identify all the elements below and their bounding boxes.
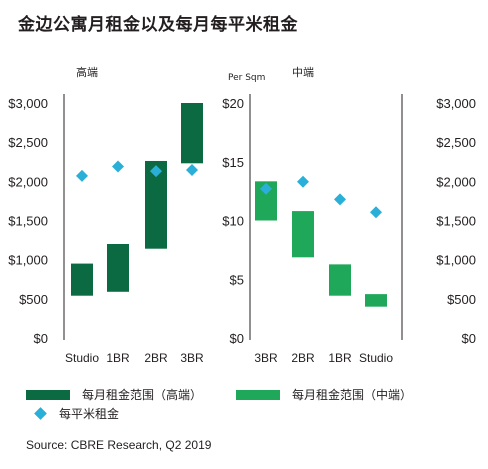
left-ytick-label: $1,000 [8, 253, 48, 268]
mid-range-bar [255, 181, 277, 221]
right-left-ytick-label: $5 [230, 272, 244, 287]
per-sqm-marker [297, 175, 309, 188]
per-sqm-marker [150, 165, 162, 178]
left-ytick-label: $1,500 [8, 214, 48, 229]
per-sqm-marker [260, 182, 272, 195]
right-left-ytick-label: $10 [222, 214, 244, 229]
high-range-bar [145, 160, 167, 249]
left-ytick-label: $2,500 [8, 135, 48, 150]
left-ytick-label: $500 [19, 292, 48, 307]
legend-swatch-high [26, 389, 70, 400]
per-sqm-marker [76, 169, 88, 182]
left-ytick-label: $2,000 [8, 174, 48, 189]
legend-label-per-sqm: 每平米租金 [59, 407, 120, 421]
per-sqm-marker [334, 193, 346, 206]
right-axis-caption: Per Sqm [228, 73, 265, 83]
right-xtick-label: 3BR [254, 351, 278, 365]
high-range-bar [107, 244, 129, 292]
left-xtick-label: 3BR [180, 351, 204, 365]
right-right-ytick-label: $3,000 [436, 96, 476, 111]
left-xtick-label: 2BR [144, 351, 168, 365]
high-range-bar [71, 263, 93, 296]
left-xtick-label: Studio [65, 351, 99, 365]
legend-label-mid: 每月租金范围（中端） [292, 388, 413, 402]
left-panel-label: 高端 [76, 65, 98, 79]
high-range-bar [181, 103, 203, 164]
right-left-ytick-label: $0 [230, 331, 244, 346]
legend-swatch-mid [236, 389, 280, 400]
right-right-ytick-label: $2,000 [436, 174, 476, 189]
legend-item-mid: 每月租金范围（中端） [236, 386, 412, 403]
left-panel: 高端 $0$500$1,000$1,500$2,000$2,500$3,000 … [8, 65, 204, 365]
source-note: Source: CBRE Research, Q2 2019 [26, 438, 212, 452]
chart-title: 金边公寓月租金以及每月每平米租金 [18, 15, 298, 35]
right-left-ytick-label: $20 [222, 96, 244, 111]
right-right-ytick-label: $500 [447, 292, 476, 307]
left-ytick-label: $3,000 [8, 96, 48, 111]
legend-label-high: 每月租金范围（高端） [82, 388, 203, 402]
left-ytick-label: $0 [34, 331, 48, 346]
right-left-ytick-label: $15 [222, 155, 244, 170]
right-panel-label: 中端 [292, 66, 314, 79]
right-xtick-label: 2BR [291, 351, 315, 365]
diamond-icon [34, 407, 47, 420]
right-panel: Per Sqm 中端 $0 $5 $10 $15 $20 $0 $500 $1,000 $1,… [222, 66, 476, 365]
mid-range-bar [365, 294, 387, 307]
right-xtick-label: 1BR [328, 351, 352, 365]
mid-range-bar [292, 211, 314, 258]
mid-range-bar [329, 264, 351, 296]
per-sqm-marker [370, 206, 382, 219]
per-sqm-marker [112, 160, 124, 173]
right-right-ytick-label: $1,500 [436, 214, 476, 229]
legend-item-per-sqm: 每平米租金 [20, 405, 119, 422]
right-right-ytick-label: $2,500 [436, 135, 476, 150]
right-right-ytick-label: $0 [462, 331, 476, 346]
left-xtick-label: 1BR [106, 351, 130, 365]
per-sqm-marker [186, 163, 198, 176]
legend-item-high: 每月租金范围（高端） [26, 386, 202, 403]
right-right-ytick-label: $1,000 [436, 253, 476, 268]
right-xtick-label: Studio [359, 351, 393, 365]
